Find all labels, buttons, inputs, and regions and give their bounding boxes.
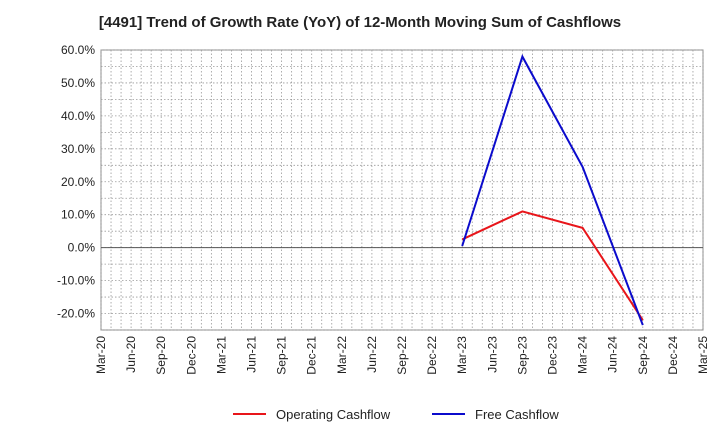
chart-title: [4491] Trend of Growth Rate (YoY) of 12-… (98, 14, 622, 31)
legend-label-0: Operating Cashflow (276, 407, 391, 422)
x-tick-label: Dec-23 (546, 336, 560, 375)
x-tick-label: Sep-22 (395, 336, 409, 375)
x-tick-label: Mar-24 (576, 336, 590, 374)
x-tick-label: Mar-23 (455, 336, 469, 374)
x-tick-label: Mar-25 (696, 336, 710, 374)
x-tick-label: Sep-20 (154, 336, 168, 375)
x-tick-label: Jun-24 (606, 336, 620, 373)
legend-label-1: Free Cashflow (475, 407, 559, 422)
x-tick-label: Jun-21 (245, 336, 259, 373)
x-tick-label: Jun-23 (485, 336, 499, 373)
x-tick-label: Sep-24 (636, 336, 650, 375)
y-tick-label: 40.0% (61, 109, 95, 123)
x-tick-label: Sep-23 (515, 336, 529, 375)
y-tick-label: 20.0% (61, 175, 95, 189)
y-tick-label: 50.0% (61, 76, 95, 90)
x-tick-label: Dec-20 (184, 336, 198, 375)
y-tick-label: 60.0% (61, 43, 95, 57)
y-tick-label: 30.0% (61, 142, 95, 156)
x-tick-label: Jun-22 (365, 336, 379, 373)
x-tick-label: Dec-24 (666, 336, 680, 375)
x-tick-label: Mar-21 (214, 336, 228, 374)
y-tick-label: -20.0% (57, 307, 95, 321)
series-line-1 (461, 54, 644, 326)
y-tick-label: -10.0% (57, 274, 95, 288)
series-line-0 (461, 210, 644, 321)
x-tick-label: Sep-21 (275, 336, 289, 375)
y-tick-label: 10.0% (61, 208, 95, 222)
x-tick-label: Mar-22 (335, 336, 349, 374)
x-tick-label: Dec-22 (425, 336, 439, 375)
y-tick-label: 0.0% (68, 241, 96, 255)
x-tick-label: Jun-20 (124, 336, 138, 373)
x-tick-label: Dec-21 (305, 336, 319, 375)
x-tick-label: Mar-20 (94, 336, 108, 374)
